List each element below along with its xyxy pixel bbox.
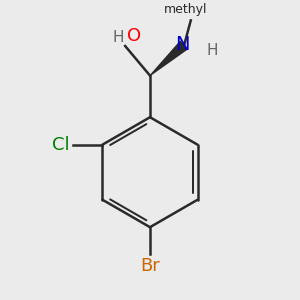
- Text: N: N: [176, 35, 190, 54]
- Text: H: H: [206, 43, 218, 58]
- Text: O: O: [127, 26, 141, 44]
- Text: Br: Br: [140, 257, 160, 275]
- Text: methyl: methyl: [164, 3, 208, 16]
- Text: Cl: Cl: [52, 136, 70, 154]
- Text: H: H: [112, 29, 124, 44]
- Polygon shape: [150, 40, 188, 76]
